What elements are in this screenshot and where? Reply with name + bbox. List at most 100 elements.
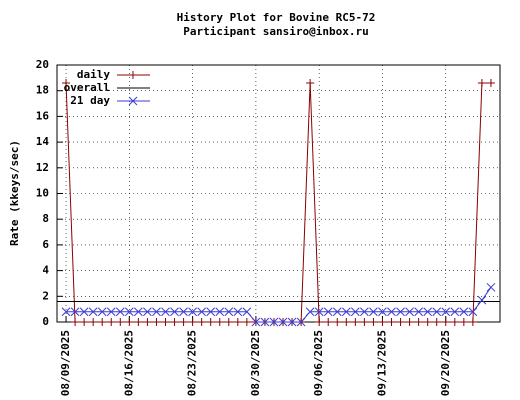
marker (197, 318, 206, 326)
marker (341, 307, 351, 317)
y-axis-label: Rate (kkeys/sec) (8, 140, 21, 246)
series-line (66, 287, 492, 323)
marker (188, 318, 197, 326)
marker (378, 318, 387, 326)
marker (215, 318, 224, 326)
marker (106, 307, 116, 317)
x-tick-label: 09/20/2025 (439, 330, 452, 396)
marker (170, 307, 179, 317)
chart-title: History Plot for Bovine RC5-72 (177, 11, 376, 24)
x-tick-label: 09/06/2025 (312, 330, 325, 396)
marker (62, 78, 71, 87)
marker (306, 78, 315, 87)
marker (161, 307, 170, 317)
marker (387, 318, 396, 326)
marker (423, 307, 433, 317)
marker (197, 307, 207, 317)
marker (468, 307, 478, 317)
marker (61, 307, 71, 317)
marker (305, 307, 315, 317)
marker (107, 318, 116, 326)
x-tick-label: 08/23/2025 (186, 330, 199, 396)
marker (396, 318, 405, 326)
y-tick-label: 10 (36, 187, 49, 200)
y-tick-label: 16 (36, 109, 50, 122)
y-tick-label: 20 (36, 58, 49, 71)
marker (170, 318, 179, 326)
marker (260, 317, 270, 327)
marker (242, 307, 252, 317)
marker (143, 318, 152, 326)
marker (468, 318, 477, 326)
x-tick-label: 08/16/2025 (122, 330, 135, 396)
marker (296, 317, 306, 327)
legend-label: daily (77, 68, 110, 81)
marker (396, 307, 405, 317)
marker (342, 318, 351, 326)
y-tick-label: 8 (42, 212, 49, 225)
y-tick-label: 4 (42, 264, 49, 277)
marker (486, 282, 496, 292)
marker (414, 307, 423, 317)
marker (179, 307, 188, 317)
marker (378, 307, 387, 317)
marker (242, 318, 251, 326)
marker (224, 318, 233, 326)
legend-marker (128, 96, 138, 106)
marker (369, 307, 378, 317)
legend-marker (129, 71, 137, 79)
chart-subtitle: Participant sansiro@inbox.ru (183, 25, 368, 38)
marker (116, 318, 125, 326)
marker (88, 307, 98, 317)
marker (206, 318, 215, 326)
marker (206, 307, 216, 317)
marker (224, 307, 234, 317)
marker (323, 307, 333, 317)
y-tick-label: 2 (42, 289, 49, 302)
legend-label: 21 day (70, 94, 110, 107)
marker (70, 307, 80, 317)
marker (89, 318, 98, 326)
marker (79, 307, 89, 317)
marker (143, 307, 152, 317)
marker (477, 295, 487, 305)
y-tick-label: 0 (42, 315, 49, 328)
marker (287, 317, 297, 327)
marker (441, 318, 450, 326)
y-tick-label: 6 (42, 238, 49, 251)
marker (97, 307, 107, 317)
marker (486, 78, 495, 87)
marker (161, 318, 170, 326)
marker (269, 317, 279, 327)
marker (188, 307, 197, 317)
marker (315, 318, 324, 326)
marker (405, 318, 414, 326)
marker (450, 318, 459, 326)
marker (152, 307, 161, 317)
y-tick-label: 12 (36, 161, 49, 174)
x-tick-label: 08/30/2025 (249, 330, 262, 396)
marker (360, 318, 369, 326)
marker (324, 318, 333, 326)
marker (98, 318, 107, 326)
marker (333, 318, 342, 326)
marker (351, 318, 360, 326)
marker (350, 307, 360, 317)
marker (152, 318, 161, 326)
marker (477, 78, 486, 87)
marker (405, 307, 414, 317)
marker (179, 318, 188, 326)
marker (124, 307, 134, 317)
x-tick-label: 09/13/2025 (375, 330, 388, 396)
marker (414, 318, 423, 326)
marker (71, 318, 80, 326)
y-tick-label: 14 (36, 135, 50, 148)
marker (332, 307, 342, 317)
y-tick-label: 18 (36, 84, 49, 97)
marker (134, 307, 143, 317)
marker (459, 307, 469, 317)
marker (314, 307, 324, 317)
marker (387, 307, 396, 317)
